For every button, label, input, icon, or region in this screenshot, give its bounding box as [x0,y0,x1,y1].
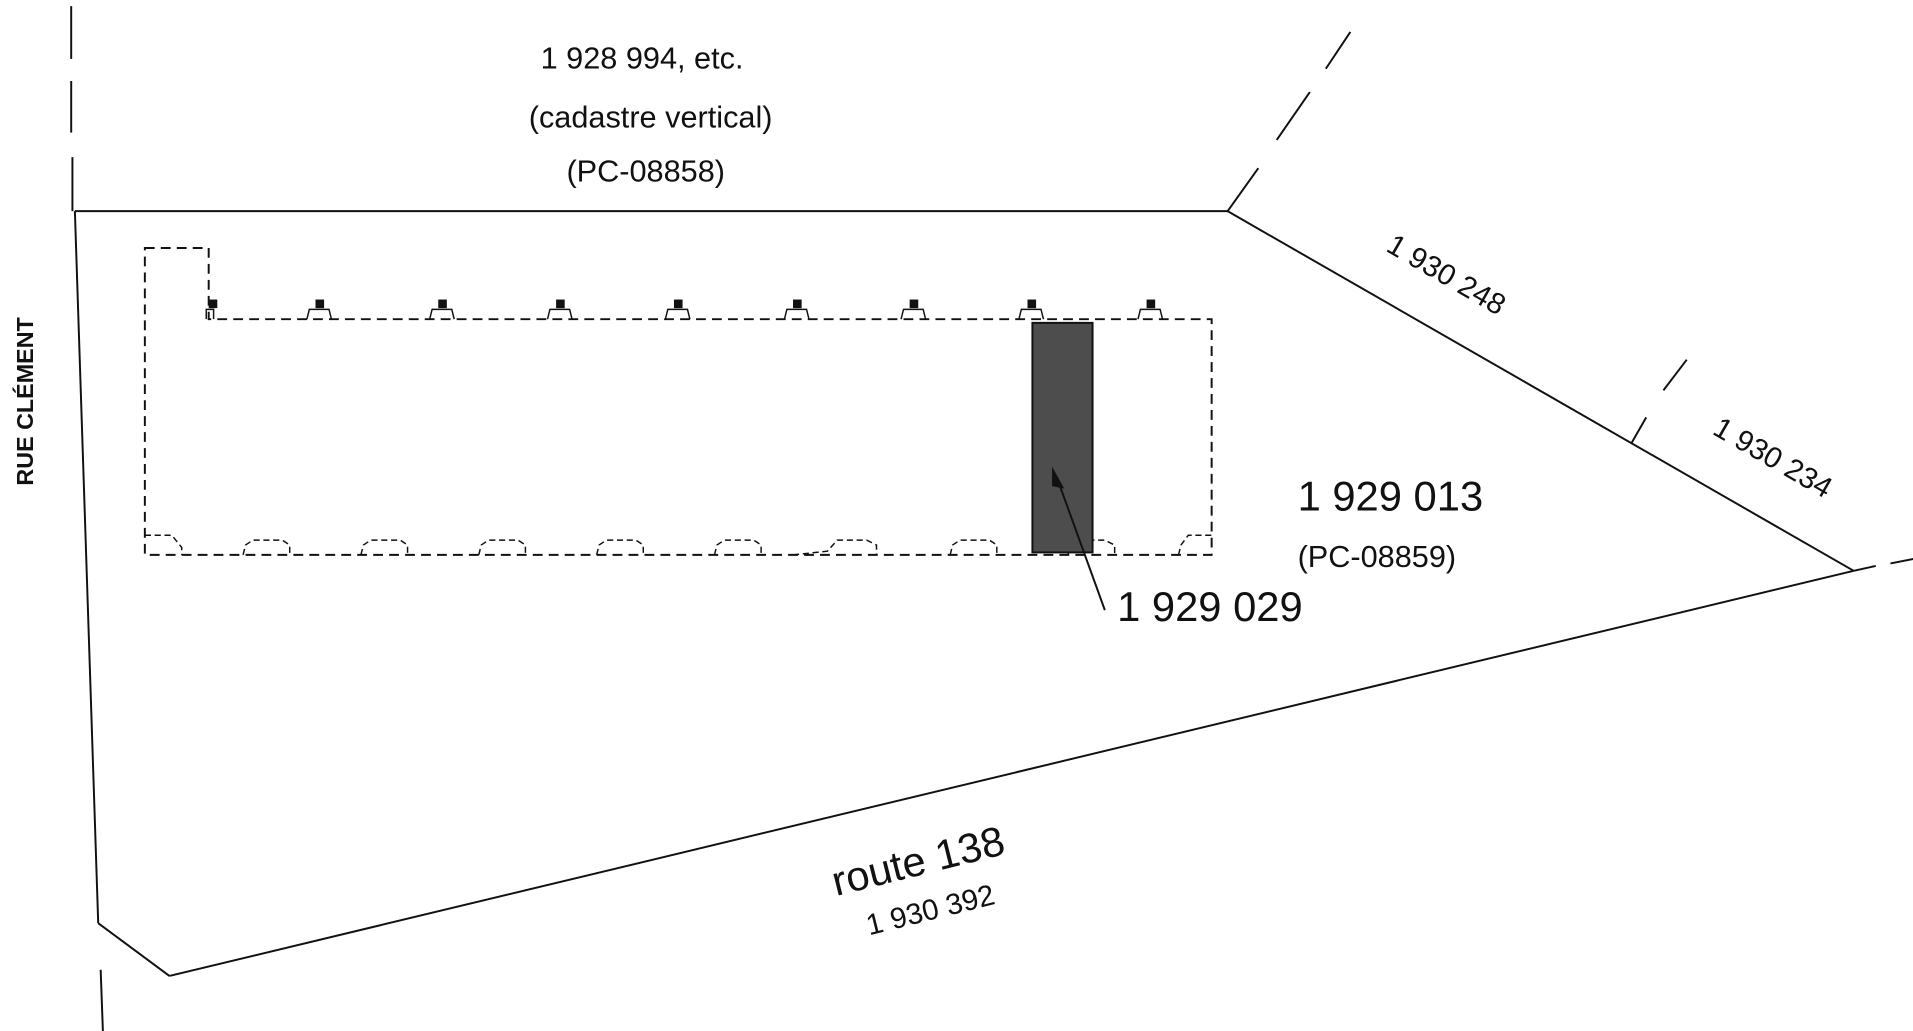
northeast-extension [1226,31,1352,212]
subject-lot-arrow [1052,466,1106,611]
west-boundary [70,6,104,1031]
north-lot-plan: (PC-08858) [566,154,725,189]
west-street-name: RUE CLÉMENT [11,317,38,485]
east-upper-lot-number: 1 930 248 [1381,228,1511,322]
east-lower-lot-number: 1 930 234 [1708,411,1838,505]
subject-lot-fill [1031,321,1094,554]
southwest-corner [97,922,170,977]
south-boundary [169,569,1854,977]
north-lot-number: 1 928 994, etc. [541,41,744,76]
main-lot-number: 1 929 013 [1298,473,1484,520]
north-lot-note: (cadastre vertical) [529,100,773,135]
main-lot-plan: (PC-08859) [1298,539,1457,574]
subject-lot-number: 1 929 029 [1117,583,1303,630]
east-tip-extension [1853,557,1913,572]
top-markers [208,299,1156,309]
east-lot-divider [1630,359,1688,444]
east-boundary [1227,210,1855,572]
